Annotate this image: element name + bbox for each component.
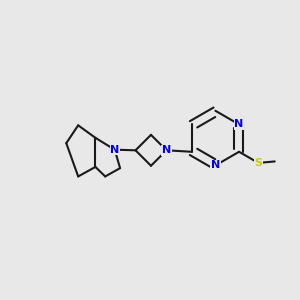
Text: S: S: [254, 158, 262, 168]
Text: N: N: [211, 160, 220, 170]
Text: N: N: [234, 119, 244, 129]
Text: N: N: [162, 145, 171, 155]
Text: N: N: [110, 145, 119, 155]
